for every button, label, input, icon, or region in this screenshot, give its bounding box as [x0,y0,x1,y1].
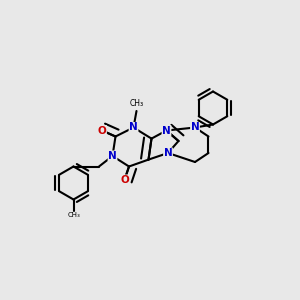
Text: N: N [162,125,171,136]
Text: N: N [190,122,200,133]
Text: CH₃: CH₃ [67,212,80,218]
Text: N: N [108,151,117,161]
Text: CH₃: CH₃ [129,99,144,108]
Text: N: N [129,122,138,133]
Text: O: O [120,175,129,185]
Text: N: N [164,148,172,158]
Text: O: O [98,125,106,136]
